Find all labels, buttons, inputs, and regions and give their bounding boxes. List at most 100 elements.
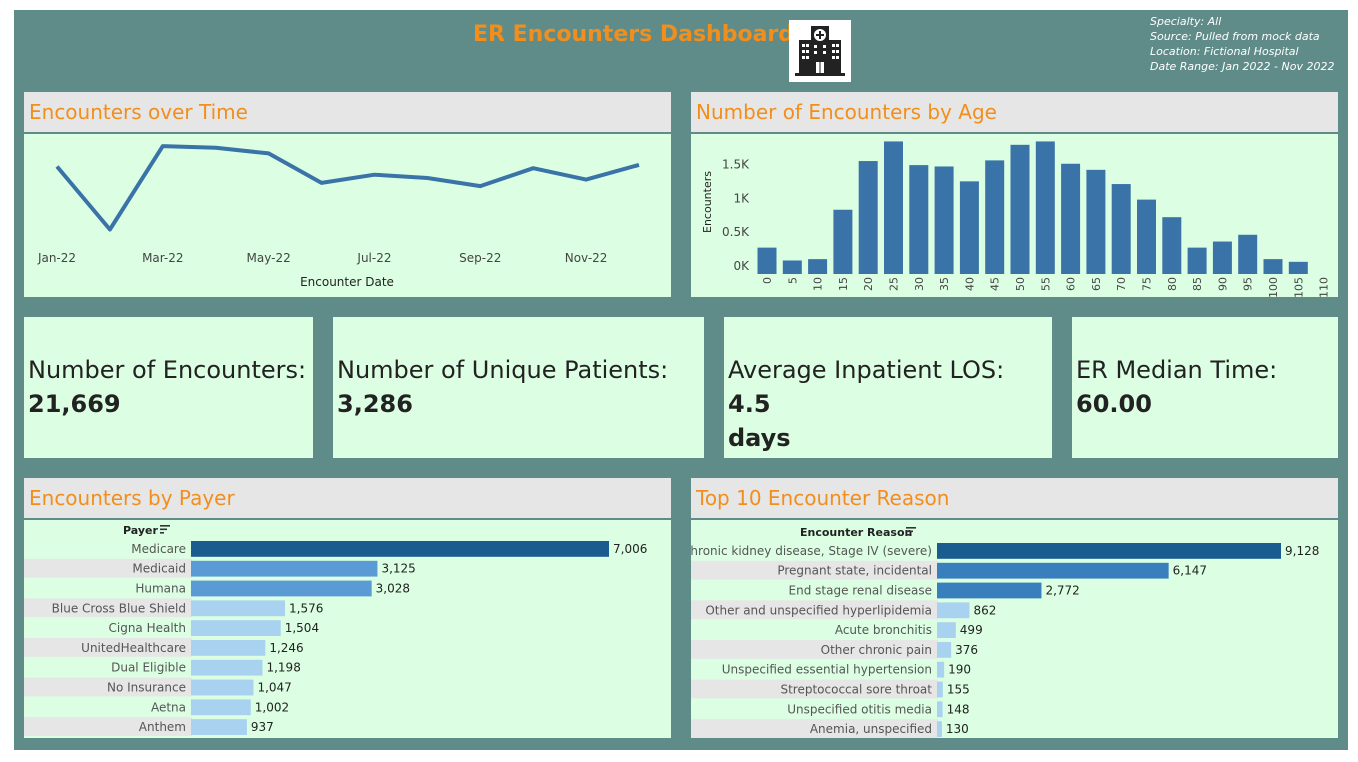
age-bar[interactable] [1162, 217, 1182, 274]
age-bar[interactable] [1212, 241, 1232, 274]
reason-bar[interactable] [937, 562, 1169, 579]
payer-value-label: 3,125 [381, 562, 415, 576]
age-bar[interactable] [1010, 144, 1030, 274]
kpi-median-value: 60.00 [1076, 390, 1152, 418]
age-bar[interactable] [934, 166, 954, 274]
age-panel: 0K 0.5K 1K 1.5K 0 5 10 15 20 25 30 35 40 45 50 55 60 65 7… [691, 134, 1338, 298]
payer-value-label: 1,246 [269, 641, 303, 655]
age-x-tick-label: 60 [1065, 277, 1078, 291]
payer-bar[interactable] [191, 699, 251, 716]
sort-icon[interactable] [160, 525, 170, 534]
payer-bar[interactable] [191, 659, 263, 676]
line-series [55, 144, 640, 232]
hospital-building-icon [789, 20, 851, 82]
age-y-tick-label: 1.5K [722, 157, 750, 171]
reason-bar[interactable] [937, 602, 970, 619]
age-x-tick-label: 0 [761, 277, 774, 284]
payer-bar[interactable] [191, 640, 266, 656]
kpi-encounters-label: Number of Encounters: [28, 356, 307, 384]
kpi-encounters-value: 21,669 [28, 390, 121, 418]
line-x-tick-label: Nov-22 [565, 251, 608, 265]
age-bar-chart: 0K 0.5K 1K 1.5K 0 5 10 15 20 25 30 35 40 45 50 55 60 65 7… [701, 141, 1331, 298]
reason-label: Unspecified otitis media [787, 702, 932, 716]
payer-bar[interactable] [191, 560, 378, 577]
age-bar[interactable] [808, 259, 828, 274]
reason-bar[interactable] [937, 642, 952, 658]
age-x-tick-label: 10 [812, 277, 825, 291]
kpi-los-label: Average Inpatient LOS: [728, 356, 1005, 384]
reason-bar[interactable] [937, 701, 943, 718]
age-bar[interactable] [985, 160, 1005, 274]
payer-bar[interactable] [191, 679, 254, 696]
meta-source: Source: Pulled from mock data [1150, 30, 1320, 43]
reason-value-label: 499 [960, 623, 983, 637]
kpi-unique-patients: Number of Unique Patients: 3,286 [333, 317, 704, 458]
payer-bar-chart: Payer Medicare 7,006 Medicaid 3,125 Humana 3,… [24, 524, 647, 736]
reason-bar[interactable] [937, 582, 1042, 599]
age-bar[interactable] [782, 260, 802, 274]
age-bar[interactable] [1061, 163, 1081, 274]
row-band [24, 598, 192, 618]
reason-bar[interactable] [937, 543, 1281, 559]
reason-bar[interactable] [937, 681, 943, 698]
age-x-tick-label: 25 [888, 277, 901, 291]
meta-specialty: Specialty: All [1150, 15, 1222, 28]
payer-value-label: 1,002 [255, 700, 289, 714]
age-x-tick-label: 80 [1166, 277, 1179, 291]
age-bar[interactable] [1238, 234, 1258, 274]
age-x-tick-label: 50 [1014, 277, 1027, 291]
age-bar[interactable] [1035, 141, 1055, 274]
payer-value-label: 7,006 [613, 542, 647, 556]
reason-bar[interactable] [937, 661, 945, 678]
reason-value-label: 2,772 [1045, 584, 1079, 598]
row-band [691, 679, 938, 699]
reason-label: Chronic kidney disease, Stage IV (severe… [691, 544, 932, 558]
age-x-tick-label: 30 [913, 277, 926, 291]
row-band [24, 558, 192, 578]
age-x-tick-label: 70 [1115, 277, 1128, 291]
age-bar[interactable] [833, 209, 853, 274]
payer-value-label: 3,028 [376, 582, 410, 596]
reason-value-label: 148 [947, 702, 970, 716]
age-bar[interactable] [1288, 261, 1308, 274]
age-bar[interactable] [757, 247, 777, 274]
age-bar[interactable] [1263, 259, 1283, 274]
reason-value-label: 190 [948, 663, 971, 677]
time-panel-header: Encounters over Time [24, 92, 671, 132]
hospital-building-icon-graphic [795, 26, 845, 76]
line-x-tick-label: Sep-22 [459, 251, 501, 265]
payer-bar[interactable] [191, 541, 609, 557]
payer-bar[interactable] [191, 580, 372, 597]
age-bar[interactable] [1187, 247, 1207, 274]
reason-bar[interactable] [937, 721, 942, 737]
payer-column-header: Payer [123, 524, 158, 537]
payer-bar[interactable] [191, 719, 247, 735]
kpi-average-los: Average Inpatient LOS: 4.5 days [724, 317, 1052, 458]
payer-bar[interactable] [191, 600, 286, 617]
age-bar[interactable] [1111, 184, 1131, 274]
payer-value-label: 1,576 [289, 601, 323, 615]
dashboard-title: ER Encounters Dashboard [473, 22, 795, 47]
age-bar[interactable] [1086, 169, 1106, 274]
age-bar[interactable] [909, 165, 929, 274]
age-bar[interactable] [1137, 199, 1156, 274]
reason-column-header: Encounter Reason [800, 526, 912, 539]
reason-label: Other chronic pain [821, 643, 932, 657]
payer-label: Medicare [131, 542, 186, 556]
age-bar[interactable] [858, 161, 878, 274]
payer-value-label: 937 [251, 720, 274, 734]
reason-bar[interactable] [937, 622, 956, 638]
reason-panel: Encounter Reason Chronic kidney disease,… [682, 520, 1338, 738]
age-x-tick-label: 15 [837, 277, 850, 291]
age-x-tick-label: 75 [1141, 277, 1154, 291]
age-x-tick-label: 100 [1267, 277, 1280, 297]
age-bar[interactable] [884, 141, 903, 274]
sort-icon[interactable] [906, 527, 916, 536]
payer-bar[interactable] [191, 620, 281, 636]
age-x-tick-label: 45 [989, 277, 1002, 291]
payer-label: Cigna Health [108, 621, 186, 635]
row-band [24, 638, 192, 657]
payer-value-label: 1,047 [257, 681, 291, 695]
reason-panel-header: Top 10 Encounter Reason [691, 478, 1338, 518]
age-bar[interactable] [959, 181, 979, 274]
